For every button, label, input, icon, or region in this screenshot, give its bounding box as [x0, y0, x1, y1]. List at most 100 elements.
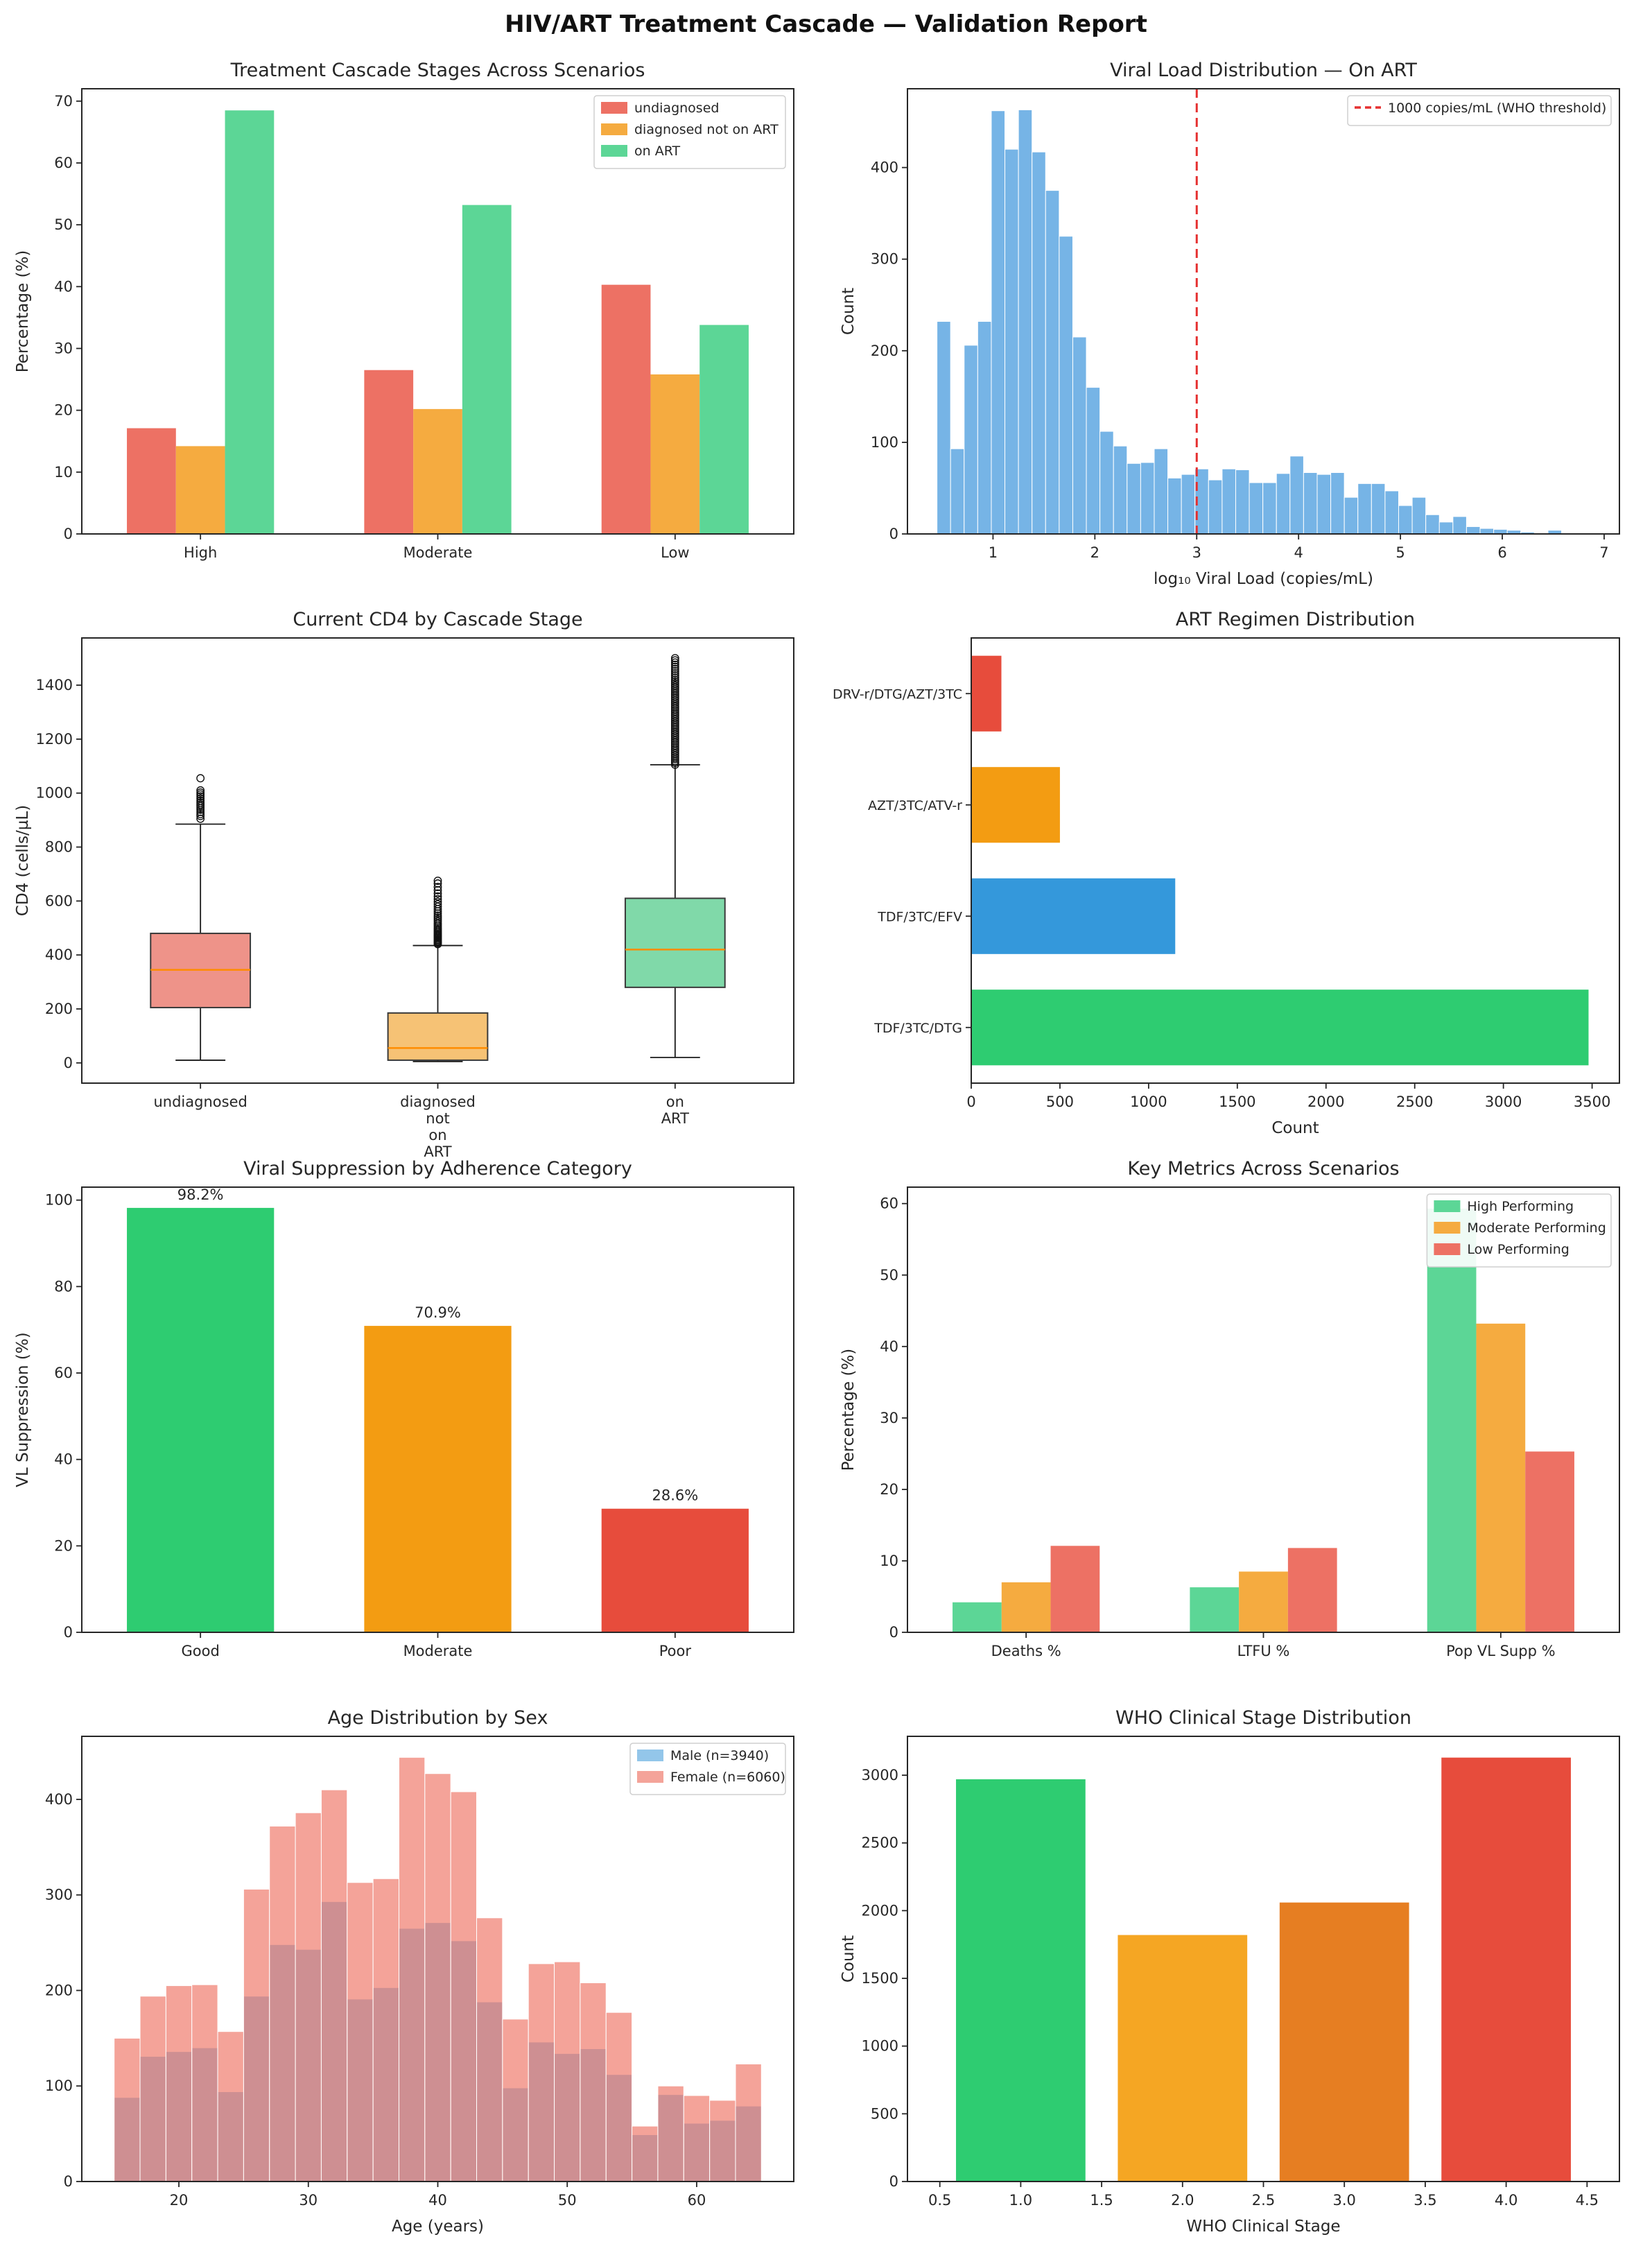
bar [364, 370, 414, 534]
hist-bar [1045, 190, 1060, 535]
y-tick-label: 0 [889, 526, 898, 542]
legend: High Performing Moderate Performing Low Pe… [1426, 1193, 1612, 1268]
x-tick-label: 20 [170, 2192, 189, 2209]
bar [971, 990, 1589, 1066]
hist-bar [1276, 473, 1291, 535]
outlier [670, 654, 679, 663]
hist-bar [964, 345, 978, 535]
y-tick-label: 0 [64, 1055, 73, 1071]
hist-bar [243, 1888, 270, 2182]
hist-bar [1289, 456, 1304, 535]
panel-art-regimen-distribution: DRV-r/DTG/AZT/3TC AZT/3TC/ATV-r TDF/3TC/EF… [826, 598, 1652, 1147]
outlier [670, 666, 679, 675]
x-tick-label: on [666, 1094, 684, 1110]
y-tick-label: 1000 [36, 785, 73, 802]
art-regimen-distribution-chart: DRV-r/DTG/AZT/3TC AZT/3TC/ATV-r TDF/3TC/EF… [833, 609, 1620, 1137]
y-tick-label: 60 [880, 1195, 898, 1212]
outlier [196, 796, 205, 805]
hist-bar [937, 321, 951, 535]
x-tick-label: diagnosed [400, 1094, 476, 1110]
hist-bar [1330, 472, 1345, 535]
chart-title: Current CD4 by Cascade Stage [293, 609, 582, 630]
bar [601, 284, 651, 534]
x-tick-label: High [184, 544, 217, 561]
bar [953, 1602, 1002, 1632]
y-tick-label: 100 [871, 434, 898, 451]
bar [1427, 1208, 1477, 1632]
x-tick-label: 3000 [1485, 1094, 1522, 1110]
legend: undiagnosed diagnosed not on ART on ART [593, 95, 786, 169]
legend-swatch [601, 145, 627, 157]
outlier [433, 897, 442, 906]
hist-bar [1479, 528, 1495, 535]
bar [699, 325, 749, 534]
hist-bar [1398, 505, 1413, 535]
y-tick-label: 30 [880, 1410, 898, 1426]
category-label: DRV-r/DTG/AZT/3TC [833, 686, 962, 702]
y-tick-label: 70 [54, 93, 73, 110]
x-tick-label: ART [661, 1110, 689, 1127]
y-axis-label: VL Suppression (%) [14, 1332, 32, 1487]
hist-bar [554, 1961, 581, 2182]
outlier [670, 664, 679, 673]
x-tick-label: ART [424, 1143, 451, 1160]
legend-label: on ART [634, 144, 681, 159]
hist-bar [1113, 445, 1128, 535]
x-tick-label: 7 [1599, 544, 1608, 561]
hist-bar [1384, 490, 1399, 535]
x-tick-label: 30 [299, 2192, 318, 2209]
x-tick-label: 4 [1294, 544, 1303, 561]
plot-content: DRV-r/DTG/AZT/3TC AZT/3TC/ATV-r TDF/3TC/EF… [833, 655, 1589, 1066]
y-tick-label: 400 [45, 1791, 73, 1808]
plot-content [114, 1756, 762, 2182]
hist-bar [1154, 448, 1169, 535]
legend-box [1347, 95, 1612, 126]
category-label: AZT/3TC/ATV-r [868, 798, 962, 813]
x-tick-label: 0.5 [928, 2192, 951, 2209]
hist-bar [1099, 431, 1114, 535]
hist-bar [320, 1789, 348, 2182]
y-tick-label: 200 [45, 1982, 73, 1998]
panel-treatment-cascade-stages: Treatment Cascade Stages Across Scenario… [0, 49, 826, 598]
x-tick-label: 1.5 [1090, 2192, 1113, 2209]
outlier [196, 794, 205, 803]
outlier [670, 656, 679, 665]
outlier [196, 786, 205, 795]
hist-bar [502, 2019, 529, 2182]
hist-bar [1127, 463, 1141, 535]
bar [971, 878, 1176, 954]
panel-age-distribution-by-sex: Age Distribution by Sex Age (years) 20 30 40… [0, 1696, 826, 2245]
x-tick-label: Low [661, 544, 689, 561]
y-tick-label: 1400 [36, 677, 73, 693]
category-label: TDF/3TC/DTG [873, 1021, 962, 1036]
y-axis-label: Count [840, 1935, 858, 1982]
hist-bar [217, 2031, 244, 2182]
hist-bar [165, 1985, 193, 2182]
plot-content [150, 654, 726, 1062]
hist-bar [977, 321, 992, 535]
outlier [433, 911, 442, 920]
hist-bar [1221, 468, 1236, 535]
bar-value-label: 70.9% [415, 1304, 461, 1321]
hist-bar [1371, 483, 1386, 535]
hist-bar [1316, 474, 1332, 535]
y-tick-label: 60 [54, 1365, 73, 1381]
hist-bar [1140, 462, 1155, 535]
box [387, 1012, 489, 1061]
hist-bar [1452, 516, 1467, 535]
legend-swatch [601, 123, 627, 135]
x-axis-label: log₁₀ Viral Load (copies/mL) [1154, 570, 1373, 588]
y-tick-label: 300 [871, 251, 898, 268]
x-tick-label: 4.5 [1576, 2192, 1599, 2209]
x-tick-label: 2000 [1307, 1094, 1344, 1110]
bar [1441, 1757, 1571, 2182]
bar [1050, 1546, 1100, 1632]
legend-label: Low Performing [1467, 1242, 1569, 1257]
bar [1279, 1902, 1409, 2182]
bar [1287, 1548, 1337, 1632]
legend-label: Male (n=3940) [670, 1748, 769, 1763]
hist-bar [1262, 482, 1277, 535]
bar [175, 446, 225, 534]
y-tick-label: 20 [54, 402, 73, 419]
bar [127, 428, 176, 534]
